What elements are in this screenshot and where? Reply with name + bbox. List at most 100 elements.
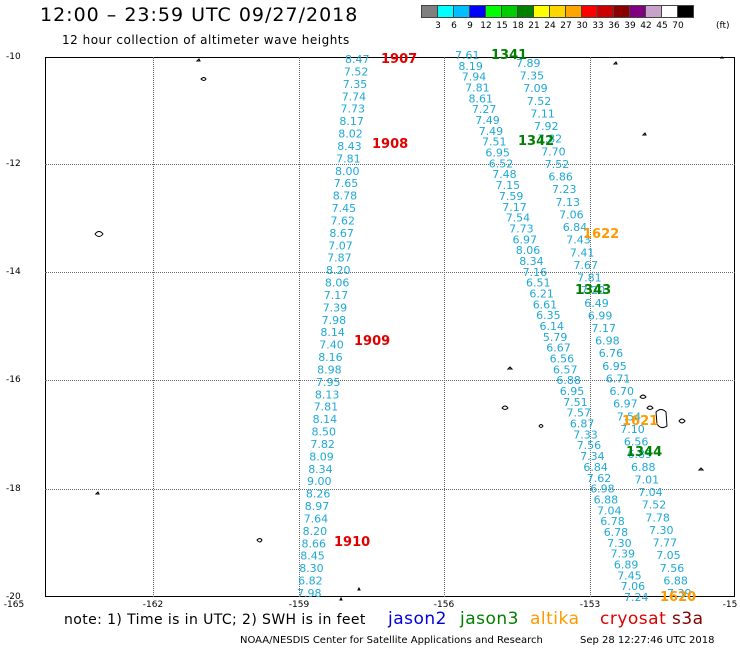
legend-cryosat: cryosat <box>600 609 667 629</box>
x-axis-label: -15 <box>722 600 738 610</box>
wave-height-value: 7.70 <box>541 145 566 158</box>
wave-height-value: 6.56 <box>550 353 575 366</box>
wave-height-value: 7.45 <box>332 202 357 215</box>
color-scale-tick-label: 18 <box>512 21 524 31</box>
color-swatch <box>677 5 694 18</box>
wave-height-value: 6.67 <box>546 342 571 355</box>
wave-height-value: 6.82 <box>298 575 323 588</box>
pass-time-label: 1342 <box>518 134 554 149</box>
color-scale-labels: 3 6 9 12 15 18 21 24 27 30 33 36 39 42 45 70 <box>422 21 740 33</box>
color-scale-tick-label: 24 <box>544 21 556 31</box>
wave-height-value: 6.88 <box>594 493 619 506</box>
wave-height-value: 6.86 <box>548 171 573 184</box>
wave-height-value: 6.95 <box>485 147 510 160</box>
wave-height-value: 7.56 <box>577 439 602 452</box>
x-axis-label: -162 <box>142 600 164 610</box>
grid-line-lon <box>299 57 300 597</box>
wave-height-value: 8.34 <box>519 255 544 268</box>
wave-height-value: 7.51 <box>563 396 588 409</box>
wave-height-value: 7.13 <box>556 196 581 209</box>
wave-height-value: 6.51 <box>526 277 551 290</box>
grid-line-lat <box>45 489 735 490</box>
wave-height-value: 7.34 <box>580 450 605 463</box>
wave-height-value: 7.39 <box>611 548 636 561</box>
wave-height-value: 7.04 <box>597 504 622 517</box>
y-axis-label: -10 <box>6 52 21 62</box>
wave-height-value: 7.92 <box>534 120 559 133</box>
color-scale-tick-label: 45 <box>656 21 668 31</box>
y-axis-label: -20 <box>6 592 21 602</box>
wave-height-value: 8.16 <box>318 351 343 364</box>
wave-height-value: 7.57 <box>567 407 592 420</box>
wave-height-value: 6.35 <box>536 309 561 322</box>
x-axis-label: -153 <box>579 600 601 610</box>
footer-note: note: 1) Time is in UTC; 2) SWH is in fe… <box>64 612 366 628</box>
island-outline <box>639 394 647 399</box>
wave-height-value: 7.30 <box>649 524 674 537</box>
wave-height-value: 7.82 <box>310 438 335 451</box>
color-scale-tick-label: 27 <box>560 21 572 31</box>
grid-line-lon <box>444 57 445 597</box>
wave-height-value: 8.09 <box>309 450 334 463</box>
wave-height-value: 7.04 <box>638 486 663 499</box>
pass-time-label: 1907 <box>381 52 417 67</box>
wave-height-value: 7.54 <box>506 212 531 225</box>
wave-height-value: 7.09 <box>523 82 548 95</box>
wave-height-value: 7.49 <box>479 125 504 138</box>
y-axis-label: -16 <box>6 375 21 385</box>
wave-height-value: 7.87 <box>327 252 352 265</box>
wave-height-value: 8.67 <box>329 227 354 240</box>
grid-line-lat <box>45 164 735 165</box>
wave-height-value: 8.45 <box>300 550 325 563</box>
wave-height-value: 7.65 <box>334 177 359 190</box>
wave-height-value: 6.78 <box>604 526 629 539</box>
wave-height-value: 6.88 <box>556 374 581 387</box>
wave-height-value: 8.47 <box>345 53 370 66</box>
wave-height-value: 6.78 <box>600 515 625 528</box>
wave-height-value: 8.98 <box>317 364 342 377</box>
altimeter-tracks: 8.477.527.357.747.738.178.028.437.818.00… <box>297 49 692 604</box>
grid-line-lat <box>45 272 735 273</box>
island-outline <box>655 409 668 429</box>
wave-height-value: 7.51 <box>482 136 507 149</box>
pass-time-label: 1622 <box>583 227 619 242</box>
x-axis-label: -165 <box>3 600 25 610</box>
timestamp-text: Sep 28 12:27:46 UTC 2018 <box>580 635 715 646</box>
color-scale-tick-label: 9 <box>467 21 473 31</box>
color-scale-tick-label: 70 <box>672 21 684 31</box>
color-scale-tick-label: 15 <box>496 21 508 31</box>
wave-height-value: 5.79 <box>543 331 568 344</box>
wave-height-value: 6.89 <box>614 559 639 572</box>
wave-height-value: 7.35 <box>343 78 368 91</box>
wave-height-value: 7.10 <box>620 423 645 436</box>
color-scale-tick-label: 21 <box>528 21 540 31</box>
color-scale-tick-label: 42 <box>640 21 652 31</box>
wave-height-value: 7.27 <box>472 103 497 116</box>
wave-height-value: 7.05 <box>656 549 681 562</box>
wave-height-value: 7.81 <box>336 152 361 165</box>
wave-height-value: 6.14 <box>540 320 565 333</box>
island-outline <box>501 405 509 410</box>
color-scale-tick-label: 30 <box>576 21 588 31</box>
wave-height-value: 7.41 <box>570 246 595 259</box>
wave-height-value: 7.48 <box>492 168 517 181</box>
wave-height-value: 7.73 <box>341 103 366 116</box>
island-outline <box>719 56 725 59</box>
wave-height-value: 6.57 <box>553 363 578 376</box>
pass-time-label: 1909 <box>354 334 390 349</box>
wave-height-value: 7.98 <box>322 314 347 327</box>
wave-height-value: 7.64 <box>304 513 329 526</box>
wave-height-value: 8.34 <box>308 463 333 476</box>
wave-height-value: 7.40 <box>319 339 344 352</box>
wave-height-value: 7.52 <box>527 95 552 108</box>
wave-height-value: 7.39 <box>323 301 348 314</box>
wave-height-value: 6.76 <box>599 347 624 360</box>
wave-height-value: 6.98 <box>590 483 615 496</box>
pass-time-label: 1908 <box>372 137 408 152</box>
wave-height-value: 7.43 <box>566 234 591 247</box>
island-outline <box>94 491 100 495</box>
wave-height-value: 8.61 <box>469 92 494 105</box>
wave-height-value: 6.56 <box>624 436 649 449</box>
pass-time-label: 1621 <box>622 414 658 429</box>
